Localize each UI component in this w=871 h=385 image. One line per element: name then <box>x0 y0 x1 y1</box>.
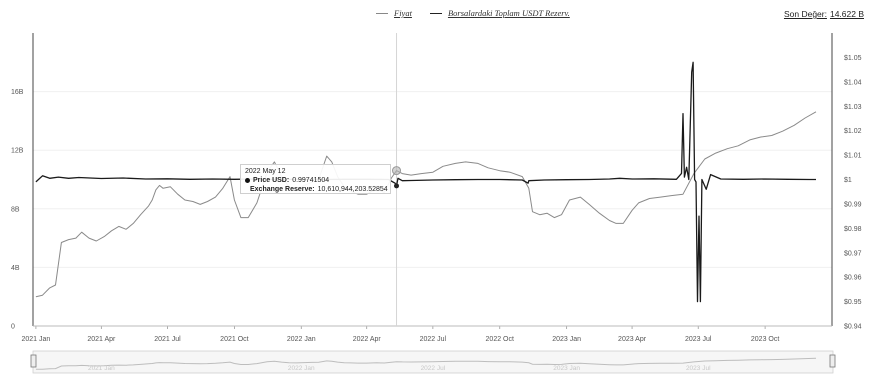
chart-legend: Fiyat Borsalardaki Toplam USDT Rezerv. <box>376 8 570 18</box>
tooltip-reserve-value: 10,610,944,203.52854 <box>317 186 388 193</box>
hover-tooltip: 2022 May 12 Price USD: 0.99741504 Exchan… <box>240 164 391 194</box>
navigator-series-line <box>35 357 817 370</box>
navigator-tick-label: 2022 Jan <box>288 365 315 372</box>
y-right-tick-label: $0.97 <box>844 250 862 257</box>
x-tick-label: 2022 Apr <box>353 336 382 343</box>
series-price-line <box>35 61 816 303</box>
navigator-tick-label: 2021 Jan <box>88 365 115 372</box>
hover-price-point <box>394 183 400 189</box>
last-value-label: Son Değer: <box>783 9 827 19</box>
y-right-tick-label: $1.05 <box>844 55 862 62</box>
hover-reserve-point <box>392 166 402 176</box>
navigator-handle-left[interactable] <box>30 354 37 368</box>
navigator-tick-label: 2022 Jul <box>421 365 446 372</box>
y-right-tick-label: $1.04 <box>844 79 862 86</box>
y-right-tick-label: $1 <box>844 177 852 184</box>
series-reserve-line <box>35 111 817 298</box>
x-tick-label: 2023 Oct <box>751 336 779 343</box>
x-tick-label: 2023 Apr <box>618 336 647 343</box>
legend-price-label: Fiyat <box>394 8 412 18</box>
legend-item-price[interactable]: Fiyat <box>376 8 412 18</box>
y-left-tick-label: 12B <box>11 148 24 155</box>
navigator-tick-label: 2023 Jul <box>686 365 711 372</box>
tooltip-reserve-marker <box>244 188 248 191</box>
legend-price-swatch <box>376 12 388 14</box>
y-right-tick-label: $0.99 <box>844 201 862 208</box>
y-right-tick-label: $0.98 <box>844 226 862 233</box>
x-tick-label: 2022 Jul <box>420 336 447 343</box>
y-right-tick-label: $1.02 <box>844 128 862 135</box>
y-left-tick-label: 8B <box>11 206 20 213</box>
x-tick-label: 2023 Jul <box>685 336 712 343</box>
x-tick-label: 2023 Jan <box>552 336 581 343</box>
legend-reserve-swatch <box>429 12 442 14</box>
tooltip-price-value: 0.99741504 <box>292 177 330 184</box>
y-right-tick-label: $0.96 <box>844 275 862 282</box>
legend-reserve-label: Borsalardaki Toplam USDT Rezerv. <box>447 8 570 18</box>
y-left-tick-label: 4B <box>11 265 20 272</box>
tooltip-date: 2022 May 12 <box>245 168 286 175</box>
y-right-tick-label: $1.01 <box>844 153 862 160</box>
navigator-handle-right[interactable] <box>829 354 836 368</box>
tooltip-price-label: Price USD: <box>253 177 290 184</box>
x-tick-label: 2022 Jan <box>287 336 316 343</box>
last-value-readout: Son Değer: 14.622 B <box>784 9 864 19</box>
y-right-tick-label: $0.94 <box>844 324 862 331</box>
y-right-tick-label: $0.95 <box>844 299 862 306</box>
y-left-tick-label: 16B <box>11 89 24 96</box>
tooltip-reserve-row: Exchange Reserve: 10,610,944,203.52854 <box>244 185 388 194</box>
tooltip-price-marker <box>245 178 250 183</box>
y-left-tick-label: 0 <box>11 324 15 331</box>
y-right-tick-label: $1.03 <box>844 104 862 111</box>
x-tick-label: 2021 Apr <box>87 336 116 343</box>
navigator-tick-label: 2023 Jan <box>553 365 580 372</box>
x-tick-label: 2021 Jul <box>154 336 181 343</box>
x-tick-label: 2021 Jan <box>22 336 51 343</box>
last-value-number: 14.622 B <box>829 9 864 19</box>
tooltip-reserve-label: Exchange Reserve: <box>250 186 315 193</box>
tooltip-price-row: Price USD: 0.99741504 <box>245 176 386 185</box>
x-tick-label: 2022 Oct <box>486 336 514 343</box>
x-tick-label: 2021 Oct <box>220 336 248 343</box>
legend-item-reserve[interactable]: Borsalardaki Toplam USDT Rezerv. <box>429 8 570 18</box>
